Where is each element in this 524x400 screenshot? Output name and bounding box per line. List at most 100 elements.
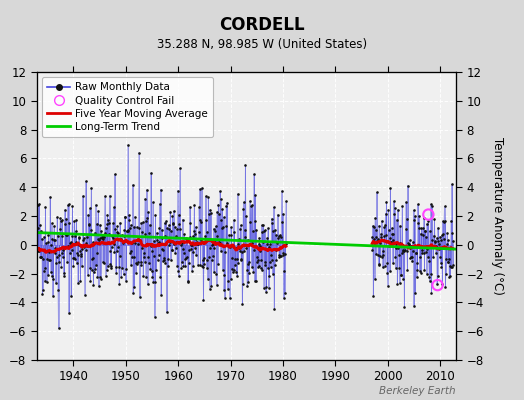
Point: [84, 222, 93, 228]
Point: [233, 191, 242, 197]
Point: [46, 257, 54, 264]
Point: [195, 204, 203, 210]
Point: [198, 185, 206, 191]
Point: [39, 256, 47, 262]
Point: [232, 268, 241, 275]
Point: [236, 222, 245, 228]
Point: [248, 228, 257, 234]
Point: [177, 265, 185, 271]
Point: [224, 243, 233, 250]
Point: [436, 260, 445, 266]
Point: [173, 187, 182, 194]
Point: [141, 231, 149, 238]
Point: [172, 226, 181, 232]
Point: [421, 249, 430, 255]
Point: [52, 260, 60, 267]
Point: [49, 292, 57, 299]
Point: [43, 239, 52, 245]
Point: [144, 254, 152, 260]
Point: [234, 260, 243, 266]
Point: [110, 241, 118, 248]
Point: [425, 278, 434, 284]
Point: [273, 246, 281, 252]
Point: [50, 237, 59, 244]
Point: [377, 218, 386, 224]
Point: [226, 276, 235, 282]
Point: [112, 269, 121, 276]
Point: [179, 246, 187, 252]
Point: [406, 255, 414, 261]
Point: [123, 228, 131, 235]
Point: [429, 244, 437, 250]
Point: [212, 281, 221, 288]
Point: [194, 241, 202, 247]
Point: [187, 246, 195, 252]
Point: [33, 245, 41, 252]
Point: [96, 221, 104, 228]
Point: [253, 258, 261, 265]
Point: [180, 256, 189, 263]
Point: [159, 258, 167, 264]
Point: [66, 239, 74, 246]
Point: [130, 254, 139, 260]
Point: [40, 234, 48, 240]
Point: [413, 201, 422, 208]
Point: [65, 310, 73, 316]
Point: [41, 278, 49, 285]
Point: [183, 236, 191, 242]
Point: [199, 257, 207, 264]
Point: [44, 232, 52, 238]
Point: [427, 271, 435, 278]
Point: [208, 242, 216, 248]
Point: [35, 248, 43, 254]
Point: [228, 269, 237, 276]
Point: [78, 231, 86, 238]
Point: [176, 165, 184, 172]
Point: [260, 259, 269, 265]
Point: [65, 220, 73, 227]
Point: [231, 262, 239, 268]
Point: [230, 267, 238, 274]
Point: [392, 244, 400, 251]
Point: [277, 188, 286, 194]
Point: [277, 234, 286, 240]
Point: [420, 266, 429, 273]
Point: [252, 278, 260, 284]
Point: [225, 232, 233, 238]
Point: [275, 252, 283, 259]
Point: [137, 262, 146, 268]
Point: [230, 228, 238, 235]
Point: [369, 292, 377, 299]
Point: [222, 223, 230, 230]
Point: [229, 243, 237, 250]
Point: [129, 290, 137, 296]
Point: [424, 254, 432, 260]
Point: [54, 287, 62, 294]
Point: [422, 270, 431, 277]
Text: CORDELL: CORDELL: [219, 16, 305, 34]
Point: [272, 257, 280, 264]
Point: [386, 268, 394, 274]
Point: [276, 231, 285, 238]
Point: [420, 215, 428, 221]
Point: [421, 228, 430, 234]
Point: [427, 201, 435, 208]
Point: [73, 260, 81, 266]
Point: [145, 260, 153, 266]
Point: [152, 230, 161, 236]
Point: [139, 250, 148, 257]
Point: [149, 279, 157, 285]
Point: [234, 241, 242, 247]
Point: [141, 274, 150, 281]
Point: [168, 247, 176, 254]
Point: [101, 193, 109, 200]
Point: [193, 262, 202, 268]
Point: [189, 263, 198, 270]
Point: [76, 278, 84, 285]
Point: [395, 280, 403, 286]
Point: [36, 254, 45, 260]
Point: [268, 256, 276, 263]
Point: [239, 206, 247, 212]
Point: [443, 230, 451, 236]
Point: [56, 215, 64, 221]
